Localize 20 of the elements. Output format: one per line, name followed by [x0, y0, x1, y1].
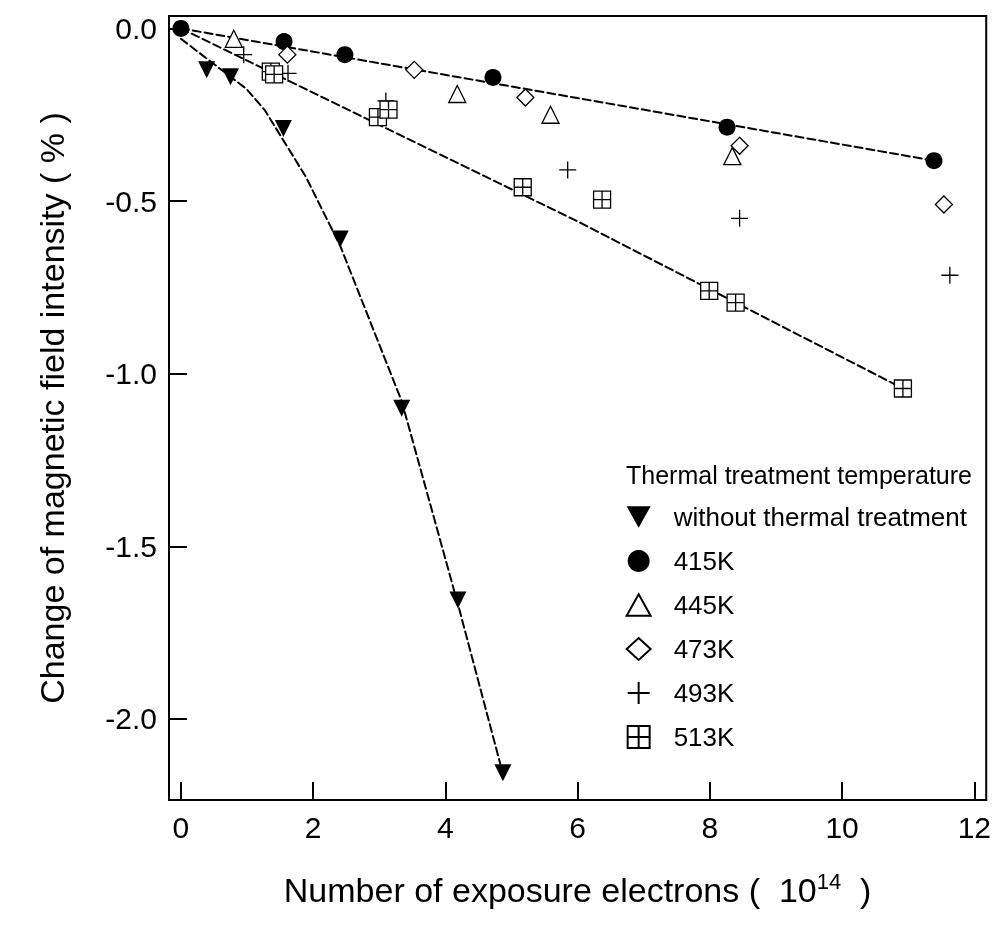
x-tick-label: 2	[304, 810, 322, 844]
legend-label: 415K	[673, 546, 736, 576]
x-tick-label: 12	[957, 810, 991, 844]
y-tick-label: -2.0	[105, 702, 157, 736]
x-tick-label: 8	[701, 810, 719, 844]
x-tick-label: 6	[569, 810, 586, 844]
x-tick-label: 0	[172, 810, 190, 844]
y-tick-label: -1.5	[105, 529, 157, 563]
y-tick-label: 0.0	[115, 11, 157, 45]
legend-label: 493K	[673, 678, 736, 708]
x-tick-label: 4	[437, 810, 454, 844]
x-tick-label: 10	[825, 810, 859, 844]
legend-title: Thermal treatment temperature	[626, 460, 973, 489]
y-axis-title: Change of magnetic field intensity ( % )	[33, 112, 71, 704]
legend-label: 473K	[673, 634, 736, 664]
legend-label: 513K	[673, 722, 736, 752]
legend-label: 445K	[673, 590, 736, 620]
y-tick-label: -0.5	[105, 184, 157, 218]
y-tick-label: -1.0	[105, 357, 157, 391]
legend-label: without thermal treatment	[672, 502, 968, 532]
